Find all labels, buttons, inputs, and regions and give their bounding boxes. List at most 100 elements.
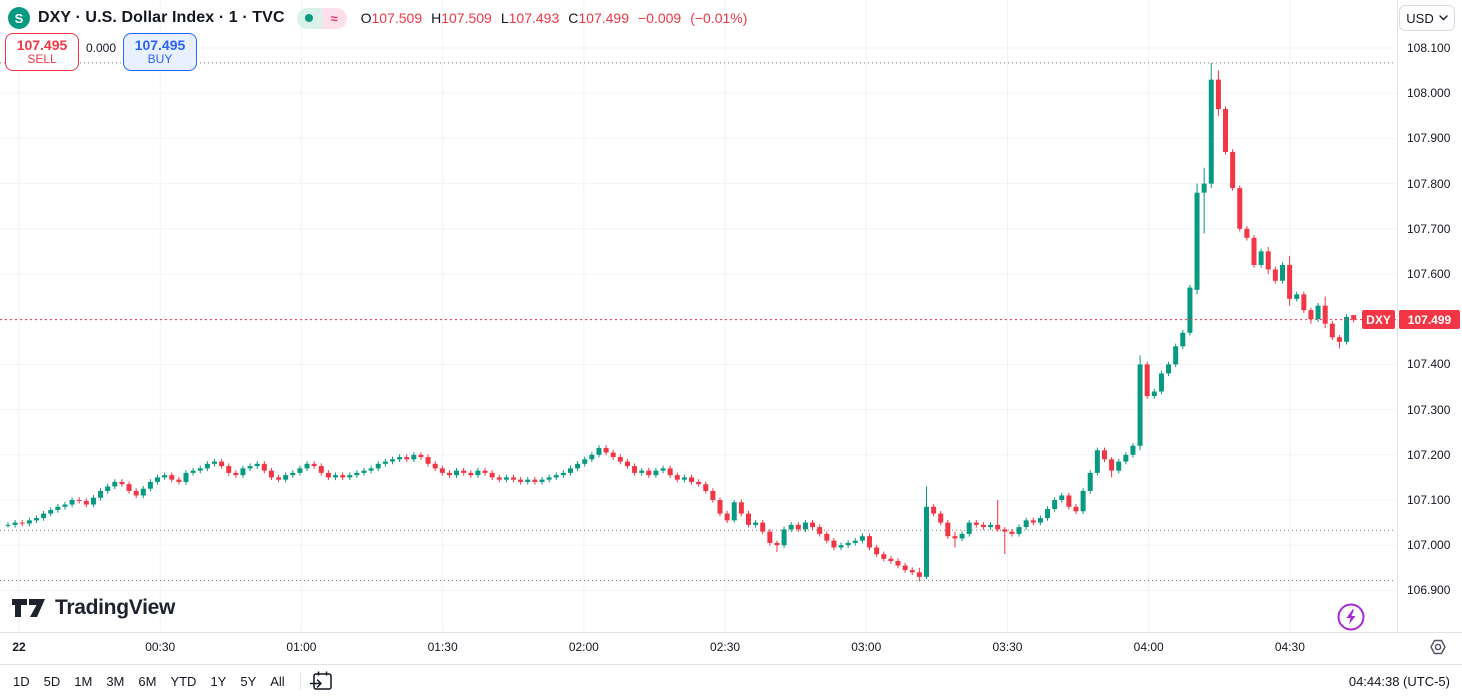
candle-body-down xyxy=(724,513,730,521)
low-label: L xyxy=(500,10,509,26)
candle-body-up xyxy=(1294,294,1300,299)
candle-body-up xyxy=(582,459,588,464)
sell-button[interactable]: 107.495 SELL xyxy=(5,33,79,71)
candle-body-up xyxy=(859,536,865,541)
candle-body-down xyxy=(1144,364,1150,397)
candle-body-down xyxy=(169,475,175,480)
candle-body-down xyxy=(881,554,887,559)
range-button-5d[interactable]: 5D xyxy=(43,673,61,689)
candle-body-up xyxy=(1045,509,1051,519)
candle-body-up xyxy=(283,475,289,480)
candle-body-up xyxy=(1344,316,1350,342)
candle-wick-up xyxy=(1203,167,1205,234)
candlestick-chart-canvas[interactable] xyxy=(0,0,1462,632)
candle-body-up xyxy=(1023,520,1029,528)
candle-body-down xyxy=(1308,310,1314,320)
calendar-icon xyxy=(309,671,332,690)
candle-body-down xyxy=(1109,459,1115,471)
candle-body-down xyxy=(603,448,609,453)
low-value: 107.493 xyxy=(508,10,560,26)
candle-body-down xyxy=(219,461,225,467)
candle-body-up xyxy=(162,475,168,478)
candle-body-down xyxy=(496,477,502,480)
candle-body-down xyxy=(895,561,901,566)
candle-body-up xyxy=(525,479,531,482)
tradingview-logo[interactable]: TradingView xyxy=(12,596,175,620)
delayed-data-icon: ≈ xyxy=(321,7,347,29)
candle-body-down xyxy=(867,536,873,548)
candle-body-up xyxy=(90,497,96,505)
candle-body-up xyxy=(454,470,460,476)
candle-body-down xyxy=(888,558,894,562)
clock-timezone-button[interactable]: 04:44:38 (UTC-5) xyxy=(1348,673,1450,689)
candle-body-up xyxy=(304,463,310,469)
candle-body-down xyxy=(489,472,495,478)
candle-body-up xyxy=(589,454,595,460)
candle-body-up xyxy=(1258,251,1264,265)
currency-dropdown[interactable]: USD xyxy=(1399,5,1455,31)
range-button-1m[interactable]: 1M xyxy=(74,673,93,689)
range-button-6m[interactable]: 6M xyxy=(138,673,157,689)
time-axis[interactable]: 22 00:30 01:00 01:30 02:00 02:30 03:00 03:30 04:… xyxy=(0,632,1462,664)
candle-body-up xyxy=(1137,364,1143,446)
candle-body-up xyxy=(1123,454,1129,462)
candle-body-down xyxy=(703,484,709,491)
range-button-1d[interactable]: 1D xyxy=(13,673,30,689)
candle-body-up xyxy=(368,468,374,471)
chevron-down-icon xyxy=(1439,15,1448,21)
range-button-all[interactable]: All xyxy=(270,673,285,689)
price-axis-label: 107.700 xyxy=(1407,221,1451,236)
range-button-1y[interactable]: 1Y xyxy=(210,673,227,689)
candle-body-up xyxy=(26,520,32,524)
candle-body-up xyxy=(1315,305,1321,320)
candle-body-up xyxy=(183,472,189,482)
go-to-date-button[interactable] xyxy=(309,669,334,693)
scales-settings-icon[interactable] xyxy=(1427,636,1449,658)
candle-body-up xyxy=(155,477,161,482)
candle-body-down xyxy=(674,475,680,480)
date-range-buttons: 1D 5D 1M 3M 6M YTD 1Y 5Y All xyxy=(6,670,292,693)
market-status-pill[interactable]: ≈ xyxy=(296,7,347,29)
candle-body-down xyxy=(817,527,823,534)
time-axis-label: 03:00 xyxy=(851,640,882,654)
candle-body-up xyxy=(12,522,18,525)
candle-body-down xyxy=(311,463,317,467)
lightning-trade-icon[interactable] xyxy=(1336,602,1366,632)
candle-body-up xyxy=(596,448,602,455)
range-button-5y[interactable]: 5Y xyxy=(240,673,257,689)
range-button-3m[interactable]: 3M xyxy=(106,673,125,689)
candle-body-down xyxy=(1223,109,1229,152)
open-value: 107.509 xyxy=(371,10,423,26)
candle-body-up xyxy=(389,459,395,462)
candle-body-down xyxy=(1322,305,1328,324)
candle-body-up xyxy=(41,513,47,519)
candle-body-down xyxy=(902,565,908,571)
candle-body-down xyxy=(767,531,773,543)
candle-body-up xyxy=(354,472,360,476)
candle-body-up xyxy=(788,524,794,530)
close-value: 107.499 xyxy=(578,10,629,26)
candle-body-up xyxy=(1208,79,1214,184)
candle-body-up xyxy=(240,468,246,476)
candle-body-up xyxy=(375,463,381,469)
time-axis-label: 01:00 xyxy=(286,640,317,654)
candle-body-down xyxy=(482,470,488,473)
candle-body-up xyxy=(660,468,666,471)
range-button-ytd[interactable]: YTD xyxy=(170,673,197,689)
price-axis-label: 107.000 xyxy=(1407,538,1451,553)
price-axis-label: 107.200 xyxy=(1407,447,1451,462)
price-axis[interactable]: 107.499 108.100 108.000 107.900 107.800 107.… xyxy=(1397,0,1462,631)
candle-body-down xyxy=(1066,495,1072,507)
change-value: −0.009 xyxy=(637,10,682,26)
candle-body-down xyxy=(1101,450,1107,460)
candle-body-up xyxy=(204,463,210,469)
price-axis-label: 107.300 xyxy=(1407,402,1451,417)
candle-body-up xyxy=(397,457,403,460)
candle-body-up xyxy=(1052,500,1058,510)
candle-body-down xyxy=(710,490,716,500)
open-label: O xyxy=(360,10,372,26)
buy-button[interactable]: 107.495 BUY xyxy=(123,33,197,71)
candle-body-down xyxy=(1265,251,1271,270)
candle-body-up xyxy=(1087,472,1093,491)
sell-label: SELL xyxy=(27,52,57,67)
